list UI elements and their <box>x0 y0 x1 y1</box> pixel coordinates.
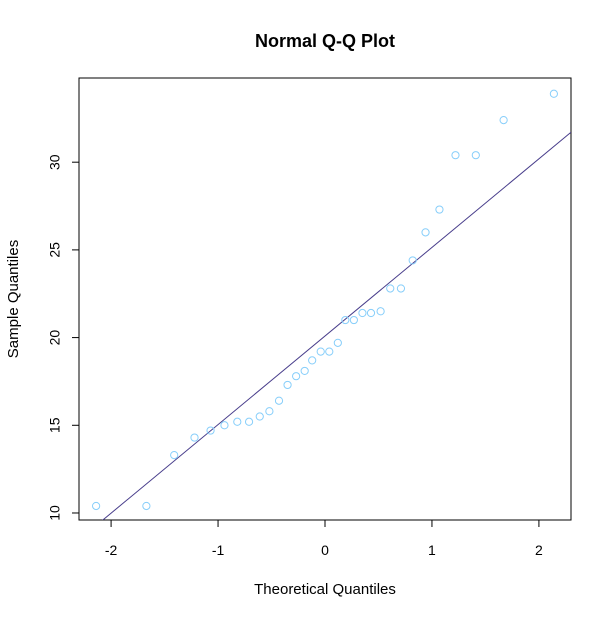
x-tick-label: -2 <box>105 542 118 558</box>
data-point <box>233 417 242 426</box>
data-point <box>408 256 417 265</box>
data-point <box>92 501 101 511</box>
data-point <box>396 284 406 293</box>
data-point <box>341 315 350 325</box>
data-point <box>366 308 376 318</box>
data-point <box>349 315 358 325</box>
data-point <box>549 89 558 98</box>
data-point <box>244 417 254 426</box>
chart-title: Normal Q-Q Plot <box>255 31 395 51</box>
y-tick-label: 25 <box>47 242 63 258</box>
data-point <box>300 366 309 376</box>
data-point <box>333 338 342 347</box>
qq-reference-line <box>102 131 571 520</box>
data-point <box>170 451 179 460</box>
data-point <box>308 356 317 365</box>
plot-area <box>78 77 572 521</box>
x-axis: -2 -1 0 1 2 <box>105 519 543 558</box>
data-point <box>220 421 229 430</box>
y-tick-label: 15 <box>47 417 63 433</box>
data-point <box>499 115 508 125</box>
x-tick-label: -1 <box>212 542 225 558</box>
data-point <box>190 433 199 442</box>
data-point <box>421 228 430 237</box>
y-tick-label: 10 <box>47 505 63 521</box>
data-point <box>265 407 274 416</box>
x-tick-label: 1 <box>428 542 436 558</box>
data-point <box>142 501 151 511</box>
data-point <box>471 151 480 160</box>
y-axis-label: Sample Quantiles <box>5 240 22 358</box>
data-point <box>386 284 395 293</box>
y-axis: 10 15 20 25 30 <box>47 154 80 521</box>
data-point <box>206 426 215 435</box>
x-axis-label: Theoretical Quantiles <box>254 581 396 598</box>
data-point <box>435 205 444 214</box>
data-point <box>451 151 460 160</box>
data-point <box>376 307 385 316</box>
x-tick-label: 2 <box>535 542 543 558</box>
y-tick-label: 20 <box>47 330 63 346</box>
data-point <box>316 347 325 356</box>
data-point <box>274 396 284 405</box>
data-point <box>255 412 264 421</box>
plot-border <box>78 77 572 521</box>
x-tick-label: 0 <box>321 542 329 558</box>
data-point <box>292 372 301 381</box>
y-tick-label: 30 <box>47 154 63 170</box>
data-point <box>358 308 367 318</box>
data-point <box>325 347 334 356</box>
data-point <box>283 380 292 390</box>
